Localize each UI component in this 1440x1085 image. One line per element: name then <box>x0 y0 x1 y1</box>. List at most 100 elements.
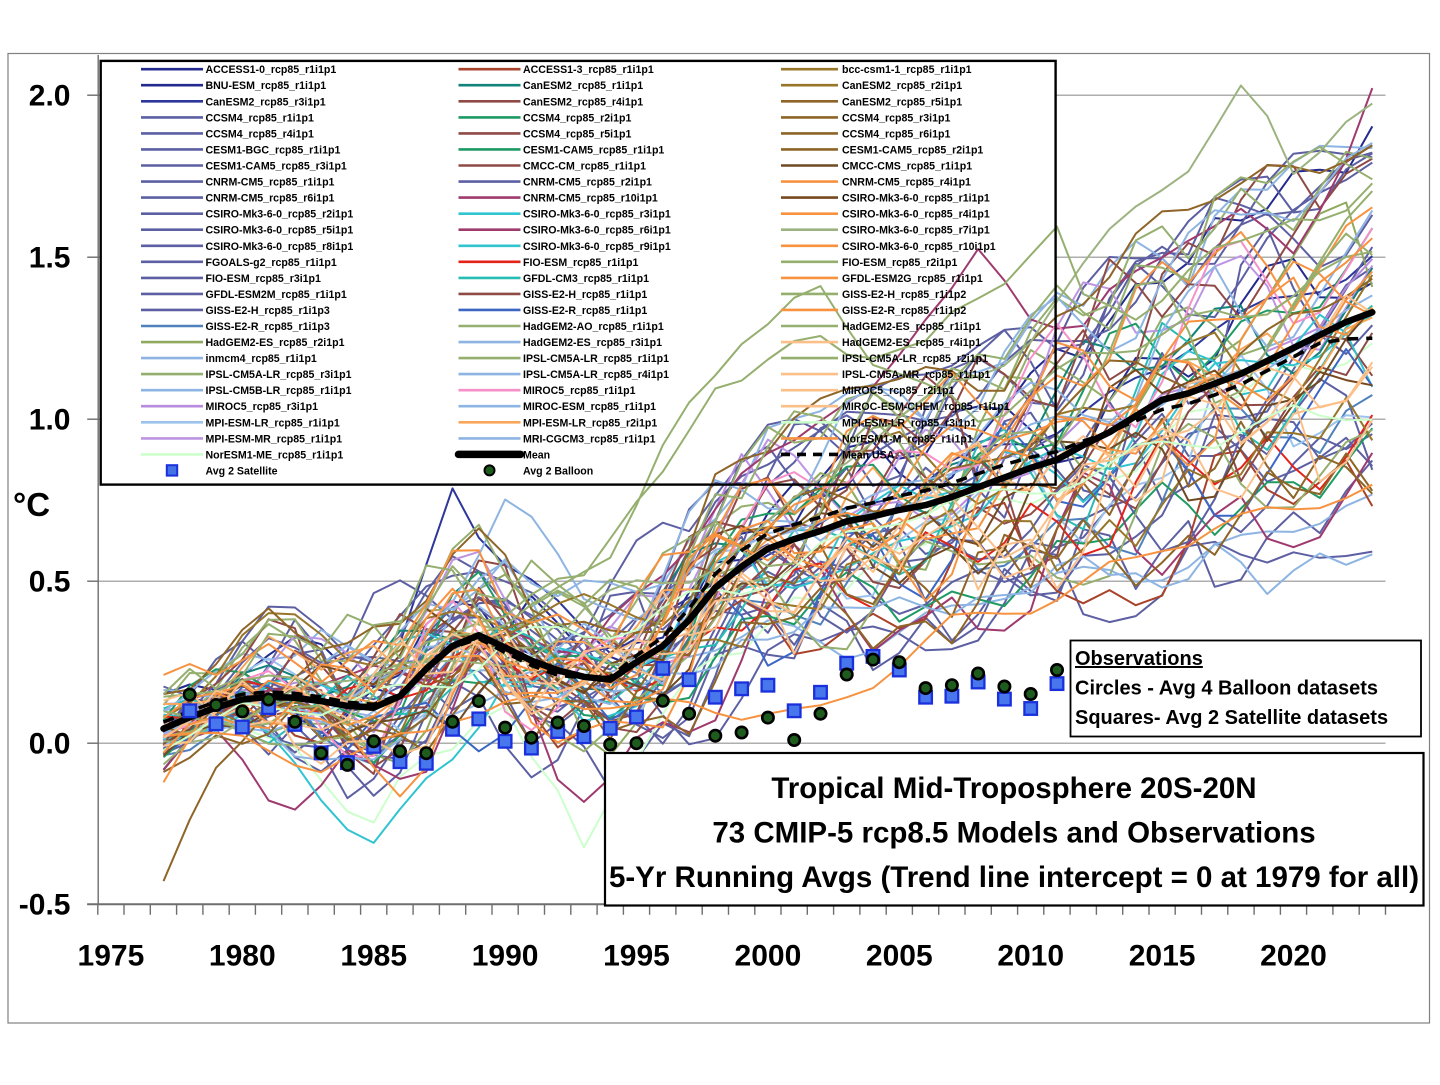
svg-text:MPI-ESM-LR_rcp85_r2i1p1: MPI-ESM-LR_rcp85_r2i1p1 <box>523 417 657 429</box>
svg-text:HadGEM2-ES_rcp85_r3i1p1: HadGEM2-ES_rcp85_r3i1p1 <box>523 337 662 349</box>
svg-text:HadGEM2-AO_rcp85_r1i1p1: HadGEM2-AO_rcp85_r1i1p1 <box>523 321 664 333</box>
svg-text:CCSM4_rcp85_r4i1p1: CCSM4_rcp85_r4i1p1 <box>206 128 314 140</box>
svg-text:Circles - Avg 4 Balloon datase: Circles - Avg 4 Balloon datasets <box>1075 678 1378 700</box>
svg-text:MPI-ESM-MR_rcp85_r1i1p1: MPI-ESM-MR_rcp85_r1i1p1 <box>206 433 343 445</box>
svg-text:CanESM2_rcp85_r5i1p1: CanESM2_rcp85_r5i1p1 <box>842 96 962 108</box>
svg-text:GISS-E2-H_rcp85_r1i1p2: GISS-E2-H_rcp85_r1i1p2 <box>842 289 966 301</box>
svg-text:CanESM2_rcp85_r2i1p1: CanESM2_rcp85_r2i1p1 <box>842 80 962 92</box>
svg-text:0.0: 0.0 <box>29 728 71 761</box>
svg-text:MIROC-ESM_rcp85_r1i1p1: MIROC-ESM_rcp85_r1i1p1 <box>523 401 656 413</box>
svg-text:Mean USA: Mean USA <box>842 449 895 461</box>
svg-text:CNRM-CM5_rcp85_r6i1p1: CNRM-CM5_rcp85_r6i1p1 <box>206 193 335 205</box>
svg-text:CanESM2_rcp85_r3i1p1: CanESM2_rcp85_r3i1p1 <box>206 96 326 108</box>
svg-text:CSIRO-Mk3-6-0_rcp85_r4i1p1: CSIRO-Mk3-6-0_rcp85_r4i1p1 <box>842 209 990 221</box>
svg-text:2.0: 2.0 <box>29 80 71 113</box>
svg-text:CSIRO-Mk3-6-0_rcp85_r7i1p1: CSIRO-Mk3-6-0_rcp85_r7i1p1 <box>842 225 990 237</box>
svg-text:Observations: Observations <box>1075 648 1203 670</box>
svg-text:1975: 1975 <box>78 940 145 973</box>
svg-text:GFDL-ESM2M_rcp85_r1i1p1: GFDL-ESM2M_rcp85_r1i1p1 <box>206 289 347 301</box>
svg-text:GFDL-CM3_rcp85_r1i1p1: GFDL-CM3_rcp85_r1i1p1 <box>523 273 649 285</box>
svg-text:CCSM4_rcp85_r2i1p1: CCSM4_rcp85_r2i1p1 <box>523 112 631 124</box>
svg-text:CSIRO-Mk3-6-0_rcp85_r8i1p1: CSIRO-Mk3-6-0_rcp85_r8i1p1 <box>206 241 354 253</box>
svg-text:HadGEM2-ES_rcp85_r4i1p1: HadGEM2-ES_rcp85_r4i1p1 <box>842 337 981 349</box>
svg-text:Mean: Mean <box>523 449 550 461</box>
svg-text:BNU-ESM_rcp85_r1i1p1: BNU-ESM_rcp85_r1i1p1 <box>206 80 327 92</box>
svg-text:CESM1-CAM5_rcp85_r1i1p1: CESM1-CAM5_rcp85_r1i1p1 <box>523 144 664 156</box>
svg-text:GISS-E2-H_rcp85_r1i1p1: GISS-E2-H_rcp85_r1i1p1 <box>523 289 647 301</box>
svg-text:GISS-E2-R_rcp85_r1i1p3: GISS-E2-R_rcp85_r1i1p3 <box>206 321 330 333</box>
svg-text:2005: 2005 <box>866 940 933 973</box>
svg-text:CSIRO-Mk3-6-0_rcp85_r9i1p1: CSIRO-Mk3-6-0_rcp85_r9i1p1 <box>523 241 671 253</box>
svg-text:NorESM1-ME_rcp85_r1i1p1: NorESM1-ME_rcp85_r1i1p1 <box>206 449 344 461</box>
svg-text:-0.5: -0.5 <box>19 889 71 922</box>
svg-text:IPSL-CM5A-LR_rcp85_r4i1p1: IPSL-CM5A-LR_rcp85_r4i1p1 <box>523 369 669 381</box>
svg-text:IPSL-CM5A-MR_rcp85_r1i1p1: IPSL-CM5A-MR_rcp85_r1i1p1 <box>842 369 990 381</box>
svg-text:GISS-E2-H_rcp85_r1i1p3: GISS-E2-H_rcp85_r1i1p3 <box>206 305 330 317</box>
svg-text:MRI-CGCM3_rcp85_r1i1p1: MRI-CGCM3_rcp85_r1i1p1 <box>523 433 656 445</box>
svg-text:FIO-ESM_rcp85_r3i1p1: FIO-ESM_rcp85_r3i1p1 <box>206 273 322 285</box>
svg-text:CNRM-CM5_rcp85_r10i1p1: CNRM-CM5_rcp85_r10i1p1 <box>523 193 658 205</box>
svg-text:IPSL-CM5A-LR_rcp85_r2i1p1: IPSL-CM5A-LR_rcp85_r2i1p1 <box>842 353 988 365</box>
svg-text:CSIRO-Mk3-6-0_rcp85_r1i1p1: CSIRO-Mk3-6-0_rcp85_r1i1p1 <box>842 193 990 205</box>
svg-text:1.5: 1.5 <box>29 242 71 275</box>
svg-text:Squares- Avg 2 Satellite datas: Squares- Avg 2 Satellite datasets <box>1075 707 1388 729</box>
svg-text:5-Yr Running Avgs (Trend line: 5-Yr Running Avgs (Trend line intercept … <box>609 861 1419 894</box>
svg-text:ACCESS1-3_rcp85_r1i1p1: ACCESS1-3_rcp85_r1i1p1 <box>523 64 654 76</box>
svg-text:MIROC5_rcp85_r1i1p1: MIROC5_rcp85_r1i1p1 <box>523 385 636 397</box>
svg-text:1.0: 1.0 <box>29 404 71 437</box>
svg-text:IPSL-CM5B-LR_rcp85_r1i1p1: IPSL-CM5B-LR_rcp85_r1i1p1 <box>206 385 352 397</box>
svg-text:73 CMIP-5 rcp8.5 Models and Ob: 73 CMIP-5 rcp8.5 Models and Observations <box>712 817 1315 850</box>
svg-text:NorESM1-M_rcp85_r1i1p1: NorESM1-M_rcp85_r1i1p1 <box>842 433 973 445</box>
svg-text:1995: 1995 <box>603 940 670 973</box>
svg-text:CNRM-CM5_rcp85_r4i1p1: CNRM-CM5_rcp85_r4i1p1 <box>842 177 971 189</box>
svg-text:CMCC-CMS_rcp85_r1i1p1: CMCC-CMS_rcp85_r1i1p1 <box>842 161 972 173</box>
svg-text:°C: °C <box>13 486 50 523</box>
svg-text:CCSM4_rcp85_r6i1p1: CCSM4_rcp85_r6i1p1 <box>842 128 950 140</box>
svg-text:2010: 2010 <box>997 940 1064 973</box>
svg-text:CNRM-CM5_rcp85_r1i1p1: CNRM-CM5_rcp85_r1i1p1 <box>206 177 335 189</box>
svg-text:inmcm4_rcp85_r1i1p1: inmcm4_rcp85_r1i1p1 <box>206 353 317 365</box>
svg-text:HadGEM2-ES_rcp85_r2i1p1: HadGEM2-ES_rcp85_r2i1p1 <box>206 337 345 349</box>
svg-text:Tropical Mid-Troposphere 20S-2: Tropical Mid-Troposphere 20S-20N <box>771 772 1256 805</box>
svg-text:CESM1-CAM5_rcp85_r3i1p1: CESM1-CAM5_rcp85_r3i1p1 <box>206 161 347 173</box>
svg-text:2015: 2015 <box>1129 940 1196 973</box>
svg-text:CSIRO-Mk3-6-0_rcp85_r10i1p1: CSIRO-Mk3-6-0_rcp85_r10i1p1 <box>842 241 996 253</box>
svg-text:Avg 2 Satellite: Avg 2 Satellite <box>206 465 278 477</box>
svg-text:1985: 1985 <box>340 940 407 973</box>
svg-text:0.5: 0.5 <box>29 566 71 599</box>
svg-text:MIROC5_rcp85_r2i1p1: MIROC5_rcp85_r2i1p1 <box>842 385 955 397</box>
svg-text:MIROC-ESM-CHEM_rcp85_r1i1p1: MIROC-ESM-CHEM_rcp85_r1i1p1 <box>842 401 1010 413</box>
svg-text:2020: 2020 <box>1260 940 1327 973</box>
svg-text:CMCC-CM_rcp85_r1i1p1: CMCC-CM_rcp85_r1i1p1 <box>523 161 646 173</box>
svg-text:ACCESS1-0_rcp85_r1i1p1: ACCESS1-0_rcp85_r1i1p1 <box>206 64 337 76</box>
svg-text:2000: 2000 <box>735 940 802 973</box>
svg-text:IPSL-CM5A-LR_rcp85_r3i1p1: IPSL-CM5A-LR_rcp85_r3i1p1 <box>206 369 352 381</box>
svg-text:MPI-ESM-LR_rcp85_r3i1p1: MPI-ESM-LR_rcp85_r3i1p1 <box>842 417 976 429</box>
svg-text:CESM1-CAM5_rcp85_r2i1p1: CESM1-CAM5_rcp85_r2i1p1 <box>842 144 983 156</box>
svg-text:FGOALS-g2_rcp85_r1i1p1: FGOALS-g2_rcp85_r1i1p1 <box>206 257 337 269</box>
svg-text:CCSM4_rcp85_r1i1p1: CCSM4_rcp85_r1i1p1 <box>206 112 314 124</box>
svg-text:CCSM4_rcp85_r3i1p1: CCSM4_rcp85_r3i1p1 <box>842 112 950 124</box>
svg-text:Avg 2 Balloon: Avg 2 Balloon <box>523 465 593 477</box>
svg-text:CSIRO-Mk3-6-0_rcp85_r5i1p1: CSIRO-Mk3-6-0_rcp85_r5i1p1 <box>206 225 354 237</box>
svg-text:GFDL-ESM2G_rcp85_r1i1p1: GFDL-ESM2G_rcp85_r1i1p1 <box>842 273 983 285</box>
svg-text:CSIRO-Mk3-6-0_rcp85_r3i1p1: CSIRO-Mk3-6-0_rcp85_r3i1p1 <box>523 209 671 221</box>
svg-text:bcc-csm1-1_rcp85_r1i1p1: bcc-csm1-1_rcp85_r1i1p1 <box>842 64 972 76</box>
svg-text:IPSL-CM5A-LR_rcp85_r1i1p1: IPSL-CM5A-LR_rcp85_r1i1p1 <box>523 353 669 365</box>
svg-text:FIO-ESM_rcp85_r1i1p1: FIO-ESM_rcp85_r1i1p1 <box>523 257 639 269</box>
svg-text:CNRM-CM5_rcp85_r2i1p1: CNRM-CM5_rcp85_r2i1p1 <box>523 177 652 189</box>
svg-text:1980: 1980 <box>209 940 276 973</box>
svg-text:CanESM2_rcp85_r1i1p1: CanESM2_rcp85_r1i1p1 <box>523 80 643 92</box>
svg-text:CSIRO-Mk3-6-0_rcp85_r6i1p1: CSIRO-Mk3-6-0_rcp85_r6i1p1 <box>523 225 671 237</box>
svg-text:CESM1-BGC_rcp85_r1i1p1: CESM1-BGC_rcp85_r1i1p1 <box>206 144 341 156</box>
svg-text:CCSM4_rcp85_r5i1p1: CCSM4_rcp85_r5i1p1 <box>523 128 631 140</box>
svg-text:MIROC5_rcp85_r3i1p1: MIROC5_rcp85_r3i1p1 <box>206 401 319 413</box>
svg-text:MPI-ESM-LR_rcp85_r1i1p1: MPI-ESM-LR_rcp85_r1i1p1 <box>206 417 340 429</box>
svg-text:FIO-ESM_rcp85_r2i1p1: FIO-ESM_rcp85_r2i1p1 <box>842 257 958 269</box>
svg-text:CSIRO-Mk3-6-0_rcp85_r2i1p1: CSIRO-Mk3-6-0_rcp85_r2i1p1 <box>206 209 354 221</box>
svg-text:1990: 1990 <box>472 940 539 973</box>
svg-text:GISS-E2-R_rcp85_r1i1p2: GISS-E2-R_rcp85_r1i1p2 <box>842 305 966 317</box>
svg-text:HadGEM2-ES_rcp85_r1i1p1: HadGEM2-ES_rcp85_r1i1p1 <box>842 321 981 333</box>
svg-text:CanESM2_rcp85_r4i1p1: CanESM2_rcp85_r4i1p1 <box>523 96 643 108</box>
svg-text:GISS-E2-R_rcp85_r1i1p1: GISS-E2-R_rcp85_r1i1p1 <box>523 305 647 317</box>
